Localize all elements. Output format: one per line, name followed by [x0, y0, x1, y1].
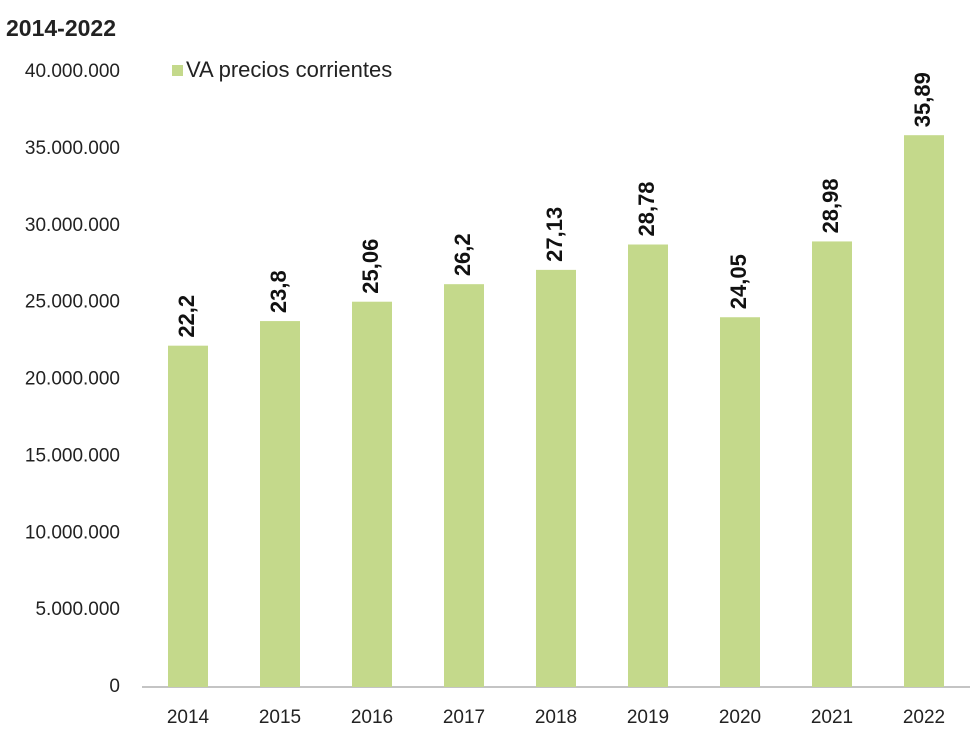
- x-tick-label: 2017: [443, 707, 485, 728]
- bar: [444, 284, 484, 687]
- bar: [352, 301, 392, 687]
- x-tick-label: 2022: [903, 707, 945, 728]
- y-tick-label: 15.000.000: [25, 445, 120, 466]
- y-tick-label: 0: [109, 676, 120, 697]
- legend-label: VA precios corrientes: [186, 57, 392, 82]
- legend-swatch: [172, 65, 183, 76]
- data-label: 22,2: [174, 295, 199, 338]
- bar: [720, 317, 760, 687]
- bar: [628, 244, 668, 687]
- data-label: 27,13: [542, 207, 567, 262]
- x-tick-label: 2015: [259, 707, 301, 728]
- chart-title: 2014-2022: [6, 15, 116, 41]
- y-tick-label: 5.000.000: [35, 599, 120, 620]
- y-tick-label: 10.000.000: [25, 522, 120, 543]
- bar: [536, 269, 576, 687]
- y-tick-label: 35.000.000: [25, 138, 120, 159]
- data-label: 24,05: [726, 254, 751, 309]
- y-tick-label: 20.000.000: [25, 369, 120, 390]
- bar: [904, 135, 944, 687]
- x-tick-label: 2014: [167, 707, 210, 728]
- data-label: 26,2: [450, 233, 475, 276]
- data-label: 28,78: [634, 181, 659, 236]
- x-tick-label: 2019: [627, 707, 669, 728]
- x-tick-label: 2016: [351, 707, 393, 728]
- y-tick-label: 25.000.000: [25, 292, 120, 313]
- data-label: 25,06: [358, 239, 383, 294]
- bar: [168, 345, 208, 687]
- x-tick-label: 2018: [535, 707, 577, 728]
- bar: [812, 241, 852, 687]
- y-tick-label: 30.000.000: [25, 215, 120, 236]
- y-tick-label: 40.000.000: [25, 61, 120, 82]
- data-label: 23,8: [266, 270, 291, 313]
- x-tick-label: 2020: [719, 707, 761, 728]
- data-label: 35,89: [910, 72, 935, 127]
- bar: [260, 321, 300, 687]
- data-label: 28,98: [818, 178, 843, 233]
- x-tick-label: 2021: [811, 707, 853, 728]
